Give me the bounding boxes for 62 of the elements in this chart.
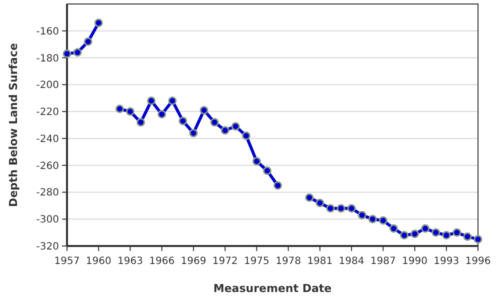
point [305,193,314,202]
y-tick-label: -280 [36,188,59,199]
point [178,116,188,126]
point [158,110,166,118]
x-axis-title: Measurement Date [213,282,332,295]
x-tick-label: 1978 [276,256,302,267]
point [242,132,250,140]
y-tick-label: -200 [36,80,59,92]
x-tick-label: 1993 [434,256,460,267]
y-tick-label: -180 [36,53,59,64]
point [200,106,208,114]
point [136,118,146,127]
point [262,166,272,175]
point [410,230,420,238]
point [115,104,124,114]
point [463,232,472,241]
x-tick-label: 1957 [54,256,80,267]
point [421,224,430,233]
point [94,18,103,28]
point [336,204,346,213]
y-axis-title: Depth Below Land Surface [7,43,20,207]
point [442,230,451,240]
point [358,210,366,220]
point [432,228,440,237]
point [400,230,408,240]
y-tick-label: -300 [36,214,59,226]
point [210,118,219,127]
point [126,107,134,116]
point [252,157,261,166]
x-tick-label: 1969 [180,256,206,267]
x-tick-label: 1990 [402,256,428,267]
point [84,37,92,46]
y-tick-label: -320 [36,242,59,252]
point [452,228,462,237]
point [220,126,230,135]
point [474,235,482,244]
y-tick-label: -260 [36,160,59,172]
point [62,49,72,58]
point [147,96,156,106]
point [389,224,398,233]
x-tick-label: 1963 [118,256,143,267]
y-tick-label: -160 [36,26,59,38]
point [368,214,377,224]
y-tick-label: -220 [36,107,59,118]
x-tick-label: 1996 [465,256,491,267]
point [73,48,82,57]
point [347,204,356,213]
point [231,122,240,131]
point [378,216,388,225]
x-tick-label: 1987 [370,256,396,267]
point [168,96,177,106]
x-tick-label: 1984 [338,256,364,267]
point [274,181,282,190]
x-tick-label: 1960 [86,256,112,267]
point [326,204,335,213]
point [316,198,324,208]
x-tick-label: 1966 [149,256,175,267]
point [189,128,198,138]
x-tick-label: 1972 [212,256,238,267]
y-tick-label: -240 [36,134,59,145]
x-tick-label: 1981 [307,256,333,267]
x-tick-label: 1975 [244,256,270,267]
